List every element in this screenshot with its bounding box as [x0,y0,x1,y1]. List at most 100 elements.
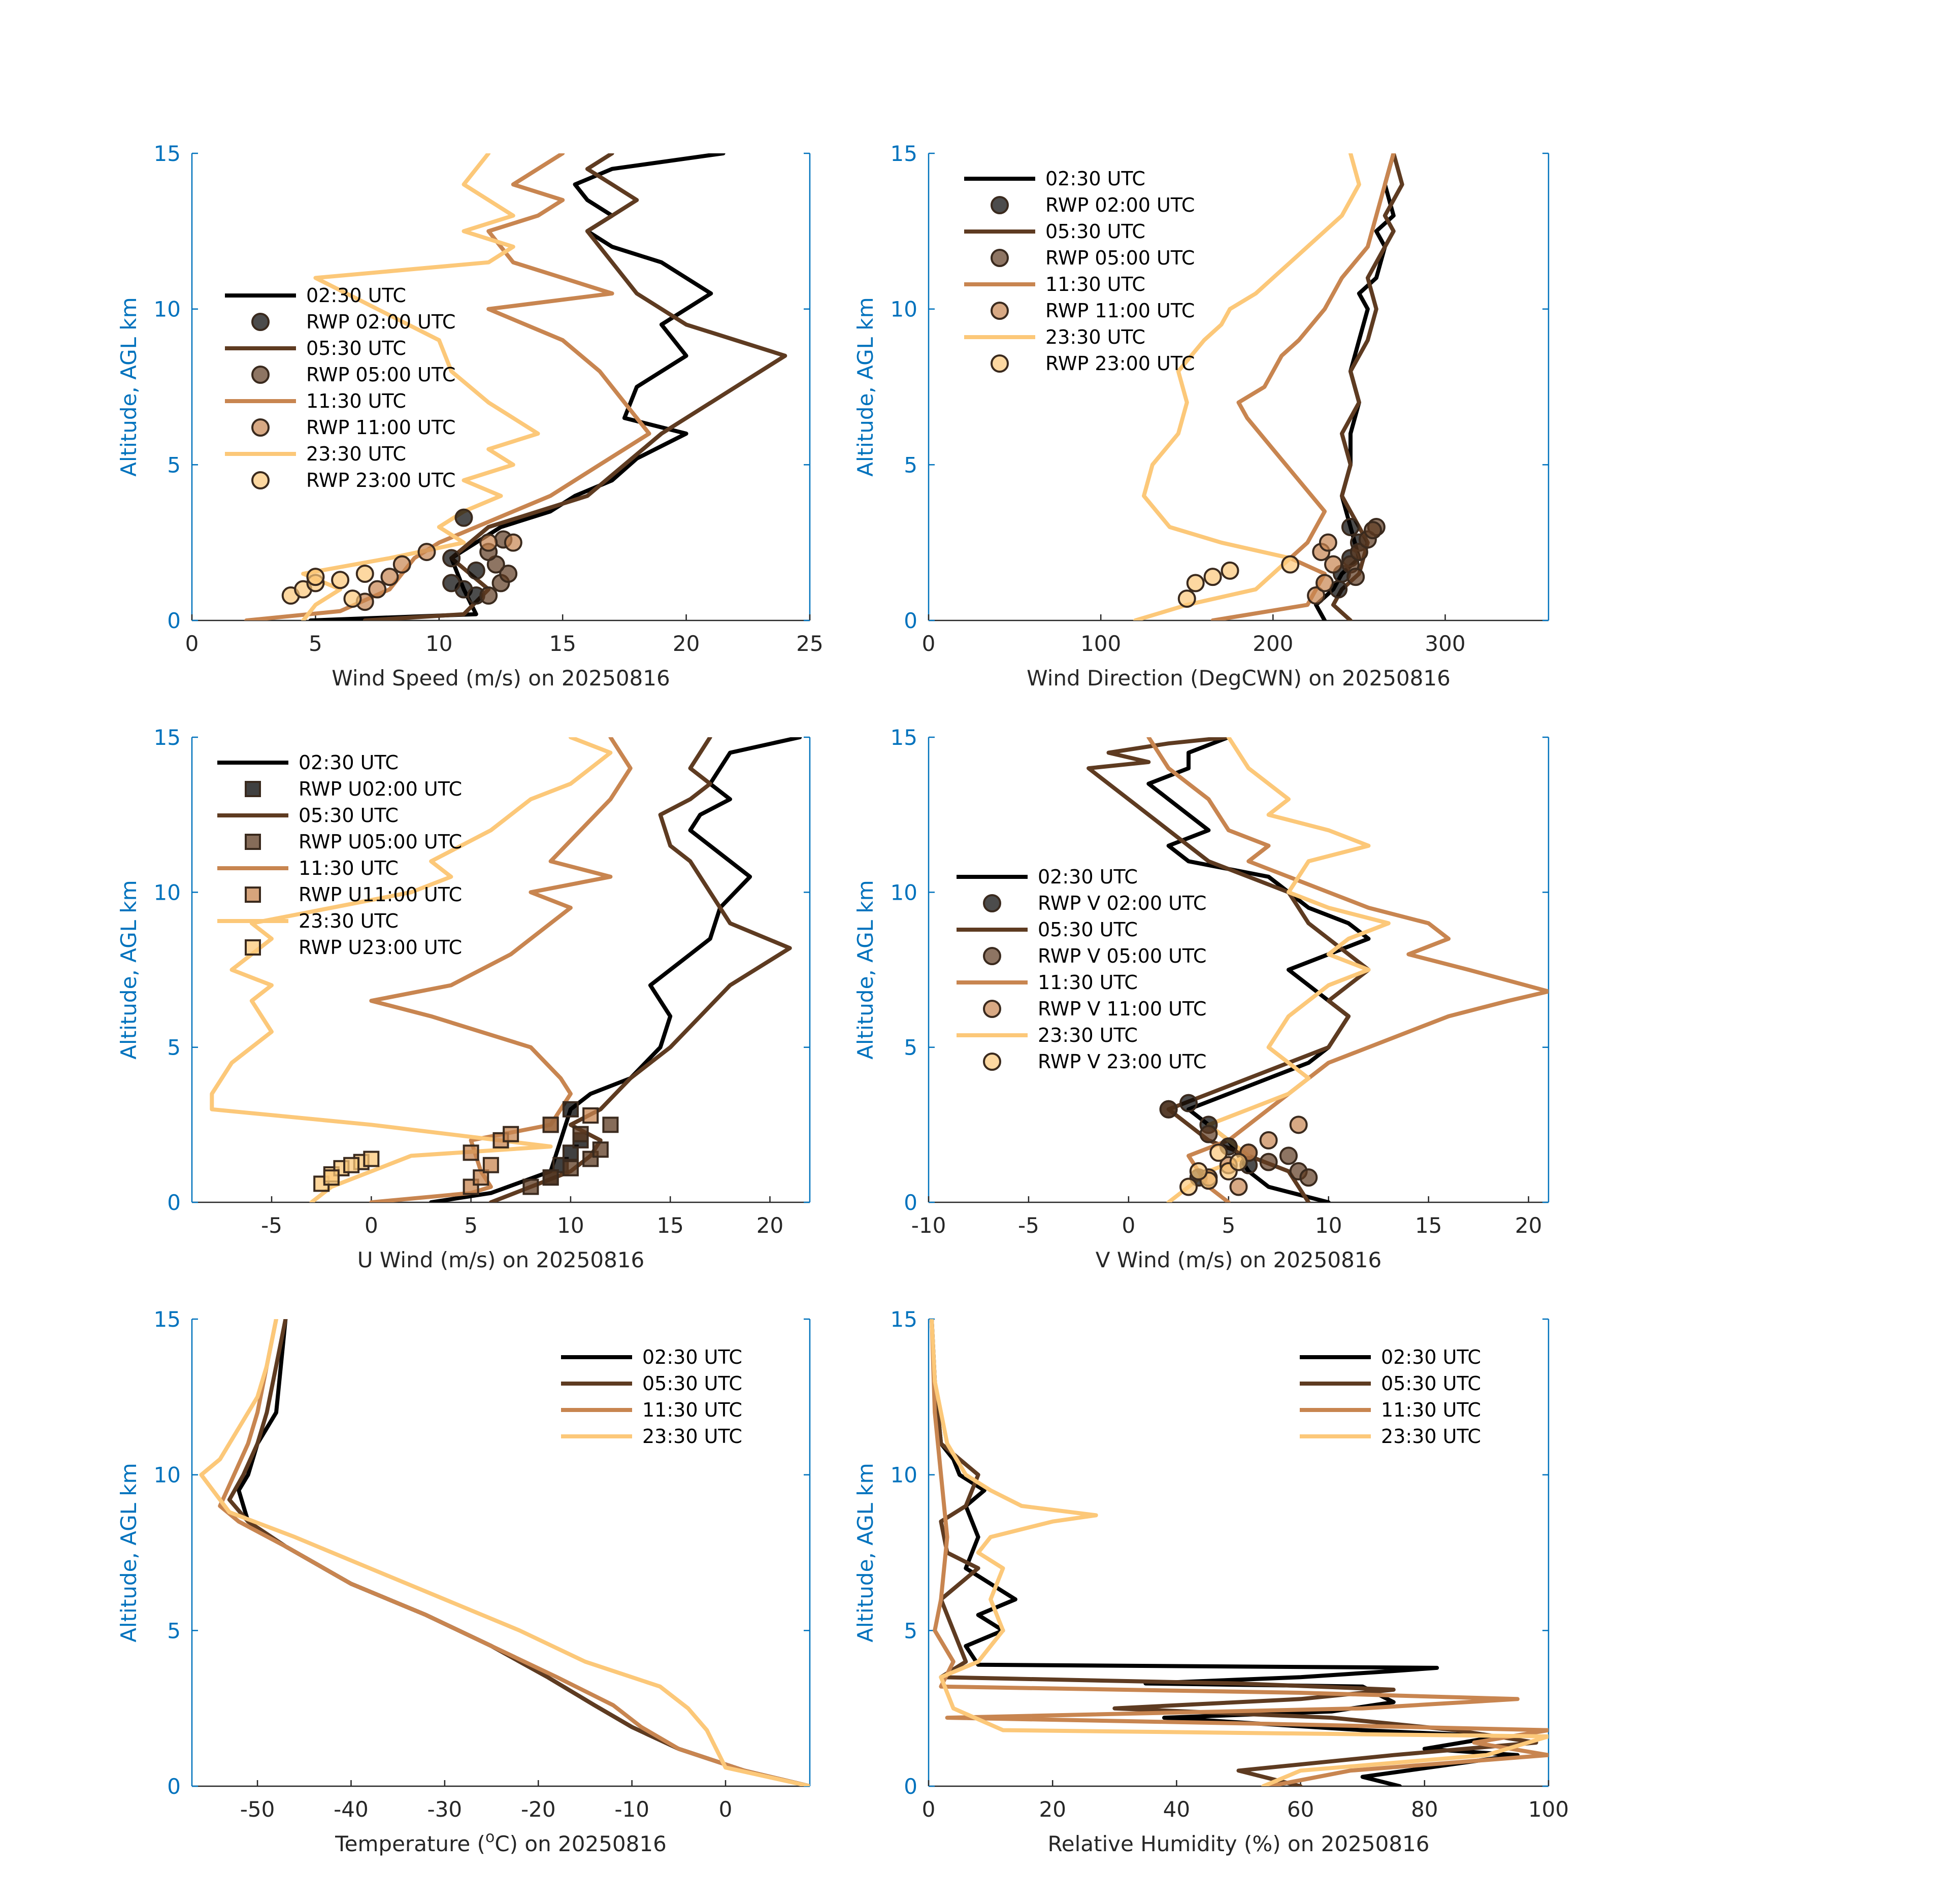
x-axis-label-unit: C) on 20250816 [495,1831,667,1856]
marker-2330 [323,1169,340,1186]
marker-1130 [1259,1131,1278,1150]
chart-temp: -50 -40 -30 -20 -10 0 0 5 10 15 Temperature (oC) o… [116,1307,811,1856]
legend-label: 02:30 UTC [1038,866,1138,888]
legend-swatch-marker [251,418,270,437]
y-tick-label: 5 [904,452,917,477]
x-tick-label: 0 [1122,1213,1136,1238]
legend-swatch-marker [991,354,1009,373]
y-axis-label: Altitude, AGL km [116,880,141,1059]
x-axis-label: Temperature (oC) on 20250816 [335,1828,667,1856]
marker-1130 [463,1144,479,1161]
legend: 02:30 UTC 05:30 UTC 11:30 UTC 23:30 UTC [561,1346,742,1448]
x-tick-label: 5 [1222,1213,1235,1238]
series-line-1130 [218,1319,810,1786]
legend-label: 05:30 UTC [299,804,399,827]
legend-label: 11:30 UTC [642,1399,742,1421]
legend-label: 11:30 UTC [1045,273,1145,296]
x-tick-label: -10 [911,1213,946,1238]
plot-area [244,153,787,620]
y-tick-label: 10 [891,297,917,322]
y-tick-label: 5 [167,1035,181,1060]
y-tick-label: 0 [904,608,917,633]
legend-swatch-marker [983,894,1001,912]
chart-rh: 0 20 40 60 80 100 0 5 10 15 Relative Humidity (%) … [853,1307,1569,1856]
x-tick-label: -50 [240,1797,275,1822]
x-tick-label: 15 [656,1213,683,1238]
marker-2330 [355,565,374,583]
marker-2330 [363,1151,380,1167]
marker-0230 [1179,1094,1198,1112]
marker-0530 [602,1117,619,1133]
marker-1130 [503,1126,519,1142]
x-tick-label: -10 [614,1797,649,1822]
x-tick-label: 100 [1080,631,1121,656]
plot-area [930,1319,1549,1786]
x-tick-label: 20 [756,1213,783,1238]
marker-2330 [343,589,362,608]
legend-swatch-marker [991,196,1009,214]
y-axis-label: Altitude, AGL km [853,1463,878,1642]
legend-swatch-marker [251,471,270,489]
legend-label: RWP U02:00 UTC [299,778,462,800]
marker-0230 [454,508,473,527]
legend-label: RWP 11:00 UTC [1045,300,1195,322]
legend-label: 11:30 UTC [1381,1399,1481,1421]
y-tick-label: 15 [891,141,917,166]
plot-area [1087,737,1549,1202]
series-line-2330 [930,1319,1549,1786]
legend-label: 11:30 UTC [306,390,406,412]
legend-label: 05:30 UTC [1045,220,1145,243]
marker-1130 [368,580,387,599]
marker-1130 [1324,555,1343,574]
legend: 02:30 UTC 05:30 UTC 11:30 UTC 23:30 UTC [1300,1346,1481,1448]
series-line-0230 [429,737,802,1202]
legend-label: RWP 11:00 UTC [306,416,455,439]
x-tick-label: -20 [521,1797,556,1822]
marker-2330 [1209,1143,1228,1162]
marker-2330 [1177,589,1196,608]
legend-label: 02:30 UTC [1381,1346,1481,1368]
y-tick-label: 5 [167,1618,181,1643]
y-tick-label: 10 [154,297,181,322]
legend-label: 23:30 UTC [1045,326,1145,348]
marker-0530 [562,1160,579,1176]
x-axis-label: Wind Speed (m/s) on 20250816 [332,666,670,691]
x-axis-label: Wind Direction (DegCWN) on 20250816 [1027,666,1451,691]
legend-swatch-marker [245,887,261,903]
marker-0230 [442,574,461,593]
marker-1130 [1319,533,1337,552]
x-tick-label: 5 [309,631,322,656]
marker-0530 [1159,1100,1178,1119]
legend-label: 23:30 UTC [642,1425,742,1448]
marker-1130 [482,1157,499,1173]
x-tick-label: 0 [922,631,936,656]
legend-swatch-marker [245,939,261,956]
legend-label: RWP 02:00 UTC [1045,194,1195,216]
x-tick-label: 20 [673,631,700,656]
marker-2330 [1186,574,1205,593]
legend: 02:30 UTC RWP 02:00 UTC 05:30 UTC RWP 05:00… [225,284,455,491]
series-line-2330 [1133,153,1361,620]
x-axis-label-sup: o [485,1828,495,1846]
y-axis-label: Altitude, AGL km [853,297,878,476]
x-axis-label-main: Temperature ( [335,1831,485,1856]
legend-label: RWP U05:00 UTC [299,831,462,853]
y-tick-label: 15 [891,725,917,750]
legend-label: 05:30 UTC [642,1372,742,1395]
marker-2330 [331,571,350,589]
legend-label: RWP V 02:00 UTC [1038,892,1206,914]
legend-swatch-marker [251,313,270,331]
marker-1130 [1315,574,1334,593]
legend-label: 05:30 UTC [306,337,406,359]
x-tick-label: 15 [549,631,576,656]
marker-1130 [1307,586,1326,605]
marker-0530 [499,565,518,583]
marker-2330 [343,1157,360,1173]
y-tick-label: 10 [154,1463,181,1488]
x-axis-label: Relative Humidity (%) on 20250816 [1048,1831,1430,1856]
marker-2330 [1189,1162,1208,1180]
legend-label: RWP V 11:00 UTC [1038,998,1206,1020]
y-tick-label: 15 [154,1307,181,1332]
